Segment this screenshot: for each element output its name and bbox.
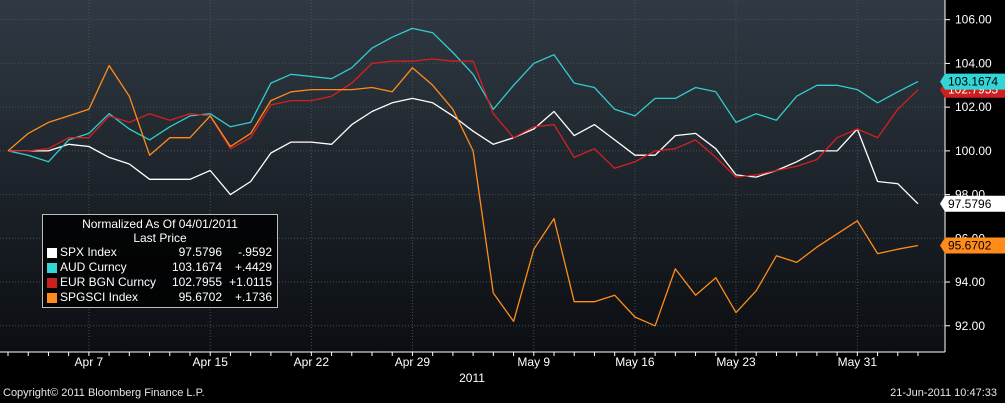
legend-series-name: SPX Index xyxy=(60,245,117,259)
legend-series-name: SPGSCI Index xyxy=(60,290,139,304)
series-line-0 xyxy=(8,97,919,205)
copyright-text: Copyright© 2011 Bloomberg Finance L.P. xyxy=(3,387,205,399)
legend-last-price: 102.7955 xyxy=(171,275,222,289)
legend-last-price: 103.1674 xyxy=(171,260,222,274)
legend-series-name: EUR BGN Curncy xyxy=(60,275,157,289)
legend-swatch xyxy=(47,292,57,303)
legend-subtitle: Last Price xyxy=(133,231,187,245)
y-tick-label: 100.00 xyxy=(955,144,992,158)
y-tick-label: 106.00 xyxy=(955,13,992,27)
y-tick-label: 102.00 xyxy=(955,100,992,114)
legend: Normalized As Of 04/01/2011 Last Price S… xyxy=(42,214,278,308)
legend-entry: EUR BGN Curncy 102.7955 +1.0115 xyxy=(47,275,273,290)
legend-last-price: 95.6702 xyxy=(178,290,222,304)
legend-last-price: 97.5796 xyxy=(178,245,222,259)
legend-series-name: AUD Curncy xyxy=(60,260,127,274)
y-tick-label: 92.00 xyxy=(955,319,985,333)
x-tick-label: Apr 29 xyxy=(395,355,431,369)
series-line-1 xyxy=(7,27,919,163)
series-line-3 xyxy=(7,64,919,327)
x-tick-label: May 16 xyxy=(615,355,655,369)
legend-entry: AUD Curncy 103.1674 +.4429 xyxy=(47,260,273,275)
last-price-tag-label: 97.5796 xyxy=(948,197,992,211)
y-tick-label: 104.00 xyxy=(955,56,992,70)
x-year-label: 2011 xyxy=(459,371,485,385)
legend-change: -.9592 xyxy=(237,245,272,259)
timestamp-text: 21-Jun-2011 10:47:33 xyxy=(890,387,997,399)
x-tick-label: Apr 7 xyxy=(75,355,104,369)
last-price-tag: 97.5796 xyxy=(940,195,1005,212)
legend-change: +1.0115 xyxy=(229,275,272,289)
x-tick-label: May 9 xyxy=(517,355,550,369)
last-price-tag-label: 103.1674 xyxy=(948,75,998,89)
y-tick-label: 94.00 xyxy=(955,275,985,289)
legend-entry: SPGSCI Index 95.6702 +.1736 xyxy=(47,290,273,305)
legend-entry: SPX Index 97.5796 -.9592 xyxy=(47,245,273,260)
legend-swatch xyxy=(47,277,57,288)
legend-swatch xyxy=(47,247,57,258)
legend-swatch xyxy=(47,262,57,273)
x-tick-label: Apr 22 xyxy=(294,355,330,369)
last-price-tag: 103.1674 xyxy=(940,73,1005,90)
last-price-tag-label: 95.6702 xyxy=(948,239,992,253)
legend-change: +.1736 xyxy=(234,290,272,304)
legend-change: +.4429 xyxy=(234,260,272,274)
series-line-2 xyxy=(8,58,919,178)
legend-title: Normalized As Of 04/01/2011 xyxy=(82,217,238,231)
x-tick-label: May 31 xyxy=(838,355,878,369)
x-tick-label: Apr 15 xyxy=(193,355,229,369)
x-tick-label: May 23 xyxy=(716,355,756,369)
last-price-tag: 95.6702 xyxy=(940,237,1005,254)
